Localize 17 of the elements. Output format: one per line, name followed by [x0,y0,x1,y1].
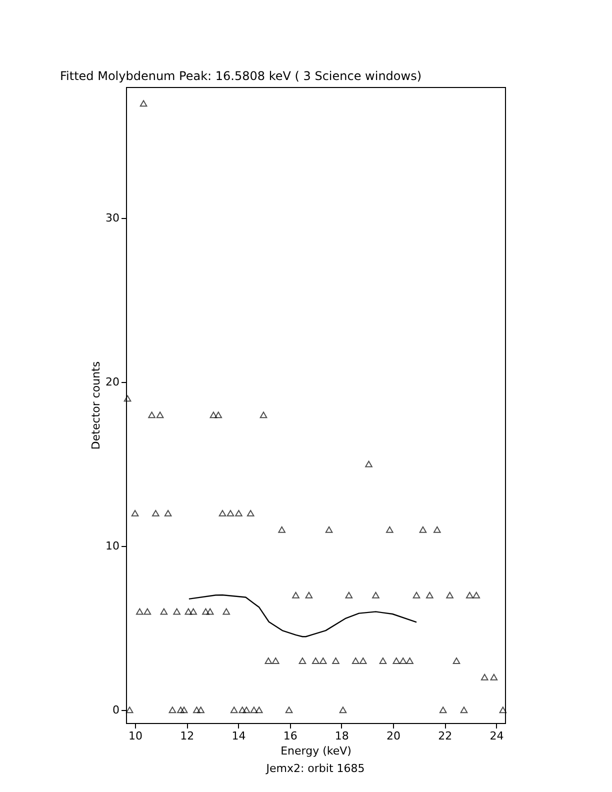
y-tick-label: 20 [106,376,120,389]
text: Jemx2: orbit 1685 [265,762,365,775]
y-axis-title: Detector counts [90,361,103,450]
line-series [188,594,418,638]
x-tick-label: 22 [438,730,452,742]
x-tick-label: 16 [283,730,298,742]
x-axis-title: Energy (keV) [280,744,352,758]
x-tick-label: 10 [128,730,143,742]
x-tick-label: 12 [180,730,194,742]
x-tick-label: 20 [386,730,401,742]
x-tick-label: 14 [232,730,246,742]
y-tick-label: 30 [106,212,120,225]
y-tick-label: 10 [106,539,120,552]
x-tick-label: 18 [334,730,349,742]
chart-title: Fitted Molybdenum Peak: 16.5808 keV ( 3 Science windows) [60,69,422,83]
x-tick-label: 24 [490,730,504,742]
y-tick-label: 0 [112,703,120,716]
